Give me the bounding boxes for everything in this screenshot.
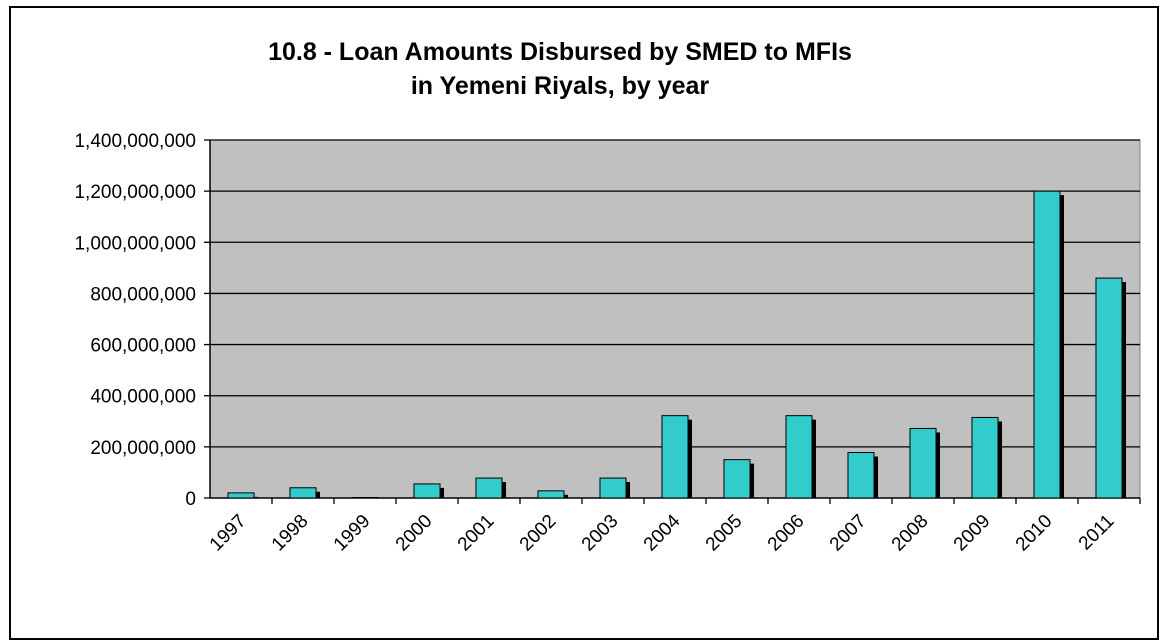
bar bbox=[785, 415, 813, 499]
x-tick-label: 2006 bbox=[764, 511, 809, 556]
bar bbox=[289, 487, 317, 499]
bar bbox=[227, 492, 255, 499]
bar bbox=[537, 490, 565, 499]
y-tick-label: 0 bbox=[185, 489, 196, 510]
x-tick-label: 2000 bbox=[392, 511, 437, 556]
bar bbox=[413, 483, 441, 499]
x-tick-label: 2004 bbox=[640, 510, 685, 555]
chart-title-line-2: in Yemeni Riyals, by year bbox=[411, 72, 710, 100]
x-tick-label: 2007 bbox=[826, 511, 871, 556]
x-tick-label: 1997 bbox=[206, 511, 251, 556]
x-tick-label: 2005 bbox=[702, 511, 747, 556]
x-tick-label: 1998 bbox=[268, 511, 313, 556]
y-tick-label: 1,000,000,000 bbox=[74, 233, 196, 254]
bar bbox=[599, 477, 627, 499]
x-tick-label: 2003 bbox=[578, 511, 623, 556]
x-tick-label: 2008 bbox=[888, 511, 933, 556]
bar bbox=[661, 415, 689, 499]
y-tick-label: 1,200,000,000 bbox=[74, 182, 196, 203]
y-tick-label: 400,000,000 bbox=[90, 387, 196, 408]
x-tick-label: 1999 bbox=[330, 511, 375, 556]
x-tick-label: 2011 bbox=[1075, 511, 1119, 555]
y-tick-label: 600,000,000 bbox=[90, 336, 196, 357]
x-tick-label: 2001 bbox=[454, 511, 499, 556]
y-tick-label: 800,000,000 bbox=[90, 284, 196, 305]
x-tick-label: 2010 bbox=[1012, 511, 1057, 556]
bar bbox=[971, 416, 999, 499]
chart-title-line-1: 10.8 - Loan Amounts Disbursed by SMED to… bbox=[268, 38, 852, 66]
y-tick-label: 1,400,000,000 bbox=[74, 131, 196, 152]
bar bbox=[1095, 277, 1123, 499]
plot-area: 0 200,000,000 400,000,000 600,000,000 800,00… bbox=[74, 131, 1141, 556]
bar bbox=[723, 459, 751, 499]
bar bbox=[909, 427, 937, 499]
y-tick-label: 200,000,000 bbox=[90, 438, 196, 459]
bar bbox=[1033, 190, 1061, 499]
bar bbox=[475, 477, 503, 499]
bar bbox=[847, 451, 875, 499]
x-tick-label: 2009 bbox=[950, 511, 995, 556]
x-tick-label: 2002 bbox=[516, 511, 561, 556]
